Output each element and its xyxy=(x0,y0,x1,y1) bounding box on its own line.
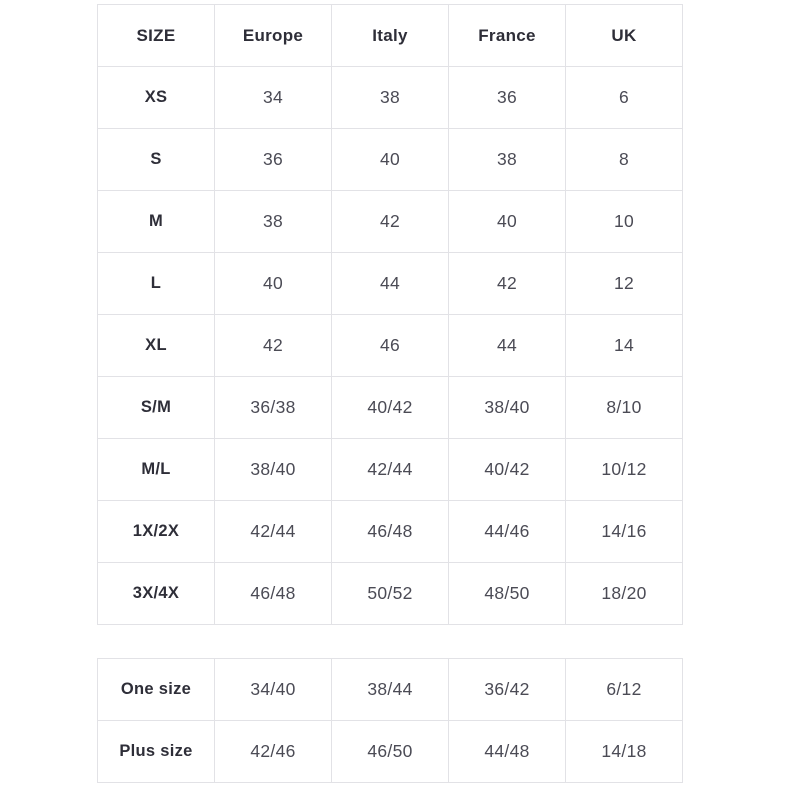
size-label-cell: XL xyxy=(97,314,215,377)
value-cell: 40/42 xyxy=(331,376,449,439)
value-cell: 42 xyxy=(331,190,449,253)
value-cell: 50/52 xyxy=(331,562,449,625)
table-row-s-m: S/M 36/38 40/42 38/40 8/10 xyxy=(97,376,683,439)
size-conversion-table: SIZE Europe Italy France UK XS 34 38 36 … xyxy=(97,4,683,625)
value-cell: 6 xyxy=(565,66,683,129)
size-label-cell: One size xyxy=(97,658,215,721)
value-cell: 10 xyxy=(565,190,683,253)
table-row-one-size: One size 34/40 38/44 36/42 6/12 xyxy=(97,658,683,721)
header-cell-france: France xyxy=(448,4,566,67)
header-cell-size: SIZE xyxy=(97,4,215,67)
size-label-cell: M/L xyxy=(97,438,215,501)
value-cell: 14/16 xyxy=(565,500,683,563)
value-cell: 46 xyxy=(331,314,449,377)
table-row-m: M 38 42 40 10 xyxy=(97,190,683,253)
size-label-cell: S xyxy=(97,128,215,191)
value-cell: 42/44 xyxy=(214,500,332,563)
value-cell: 38 xyxy=(214,190,332,253)
value-cell: 36/38 xyxy=(214,376,332,439)
value-cell: 14 xyxy=(565,314,683,377)
table-gap xyxy=(97,625,800,658)
size-label-cell: 1X/2X xyxy=(97,500,215,563)
value-cell: 42 xyxy=(448,252,566,315)
size-label-cell: M xyxy=(97,190,215,253)
table-row-3x-4x: 3X/4X 46/48 50/52 48/50 18/20 xyxy=(97,562,683,625)
table-row-plus-size: Plus size 42/46 46/50 44/48 14/18 xyxy=(97,720,683,783)
header-cell-uk: UK xyxy=(565,4,683,67)
value-cell: 40 xyxy=(331,128,449,191)
value-cell: 40 xyxy=(448,190,566,253)
value-cell: 18/20 xyxy=(565,562,683,625)
value-cell: 42 xyxy=(214,314,332,377)
value-cell: 10/12 xyxy=(565,438,683,501)
value-cell: 38/44 xyxy=(331,658,449,721)
header-cell-italy: Italy xyxy=(331,4,449,67)
value-cell: 44/48 xyxy=(448,720,566,783)
size-label-cell: 3X/4X xyxy=(97,562,215,625)
value-cell: 34/40 xyxy=(214,658,332,721)
value-cell: 36/42 xyxy=(448,658,566,721)
value-cell: 42/44 xyxy=(331,438,449,501)
value-cell: 38 xyxy=(448,128,566,191)
table-row-m-l: M/L 38/40 42/44 40/42 10/12 xyxy=(97,438,683,501)
value-cell: 36 xyxy=(214,128,332,191)
special-sizes-table: One size 34/40 38/44 36/42 6/12 Plus siz… xyxy=(97,658,683,783)
size-label-cell: Plus size xyxy=(97,720,215,783)
header-cell-europe: Europe xyxy=(214,4,332,67)
table-row-l: L 40 44 42 12 xyxy=(97,252,683,315)
value-cell: 44 xyxy=(448,314,566,377)
value-cell: 12 xyxy=(565,252,683,315)
value-cell: 46/48 xyxy=(214,562,332,625)
value-cell: 46/48 xyxy=(331,500,449,563)
value-cell: 44 xyxy=(331,252,449,315)
header-row: SIZE Europe Italy France UK xyxy=(97,4,683,67)
value-cell: 44/46 xyxy=(448,500,566,563)
size-label-cell: L xyxy=(97,252,215,315)
size-guide-page: SIZE Europe Italy France UK XS 34 38 36 … xyxy=(97,4,800,783)
value-cell: 38 xyxy=(331,66,449,129)
value-cell: 48/50 xyxy=(448,562,566,625)
value-cell: 36 xyxy=(448,66,566,129)
table-row-xs: XS 34 38 36 6 xyxy=(97,66,683,129)
value-cell: 34 xyxy=(214,66,332,129)
value-cell: 8 xyxy=(565,128,683,191)
value-cell: 46/50 xyxy=(331,720,449,783)
size-label-cell: S/M xyxy=(97,376,215,439)
size-label-cell: XS xyxy=(97,66,215,129)
table-row-1x-2x: 1X/2X 42/44 46/48 44/46 14/16 xyxy=(97,500,683,563)
table-row-xl: XL 42 46 44 14 xyxy=(97,314,683,377)
table-row-s: S 36 40 38 8 xyxy=(97,128,683,191)
value-cell: 40/42 xyxy=(448,438,566,501)
value-cell: 14/18 xyxy=(565,720,683,783)
value-cell: 38/40 xyxy=(214,438,332,501)
value-cell: 8/10 xyxy=(565,376,683,439)
value-cell: 6/12 xyxy=(565,658,683,721)
value-cell: 40 xyxy=(214,252,332,315)
value-cell: 42/46 xyxy=(214,720,332,783)
value-cell: 38/40 xyxy=(448,376,566,439)
